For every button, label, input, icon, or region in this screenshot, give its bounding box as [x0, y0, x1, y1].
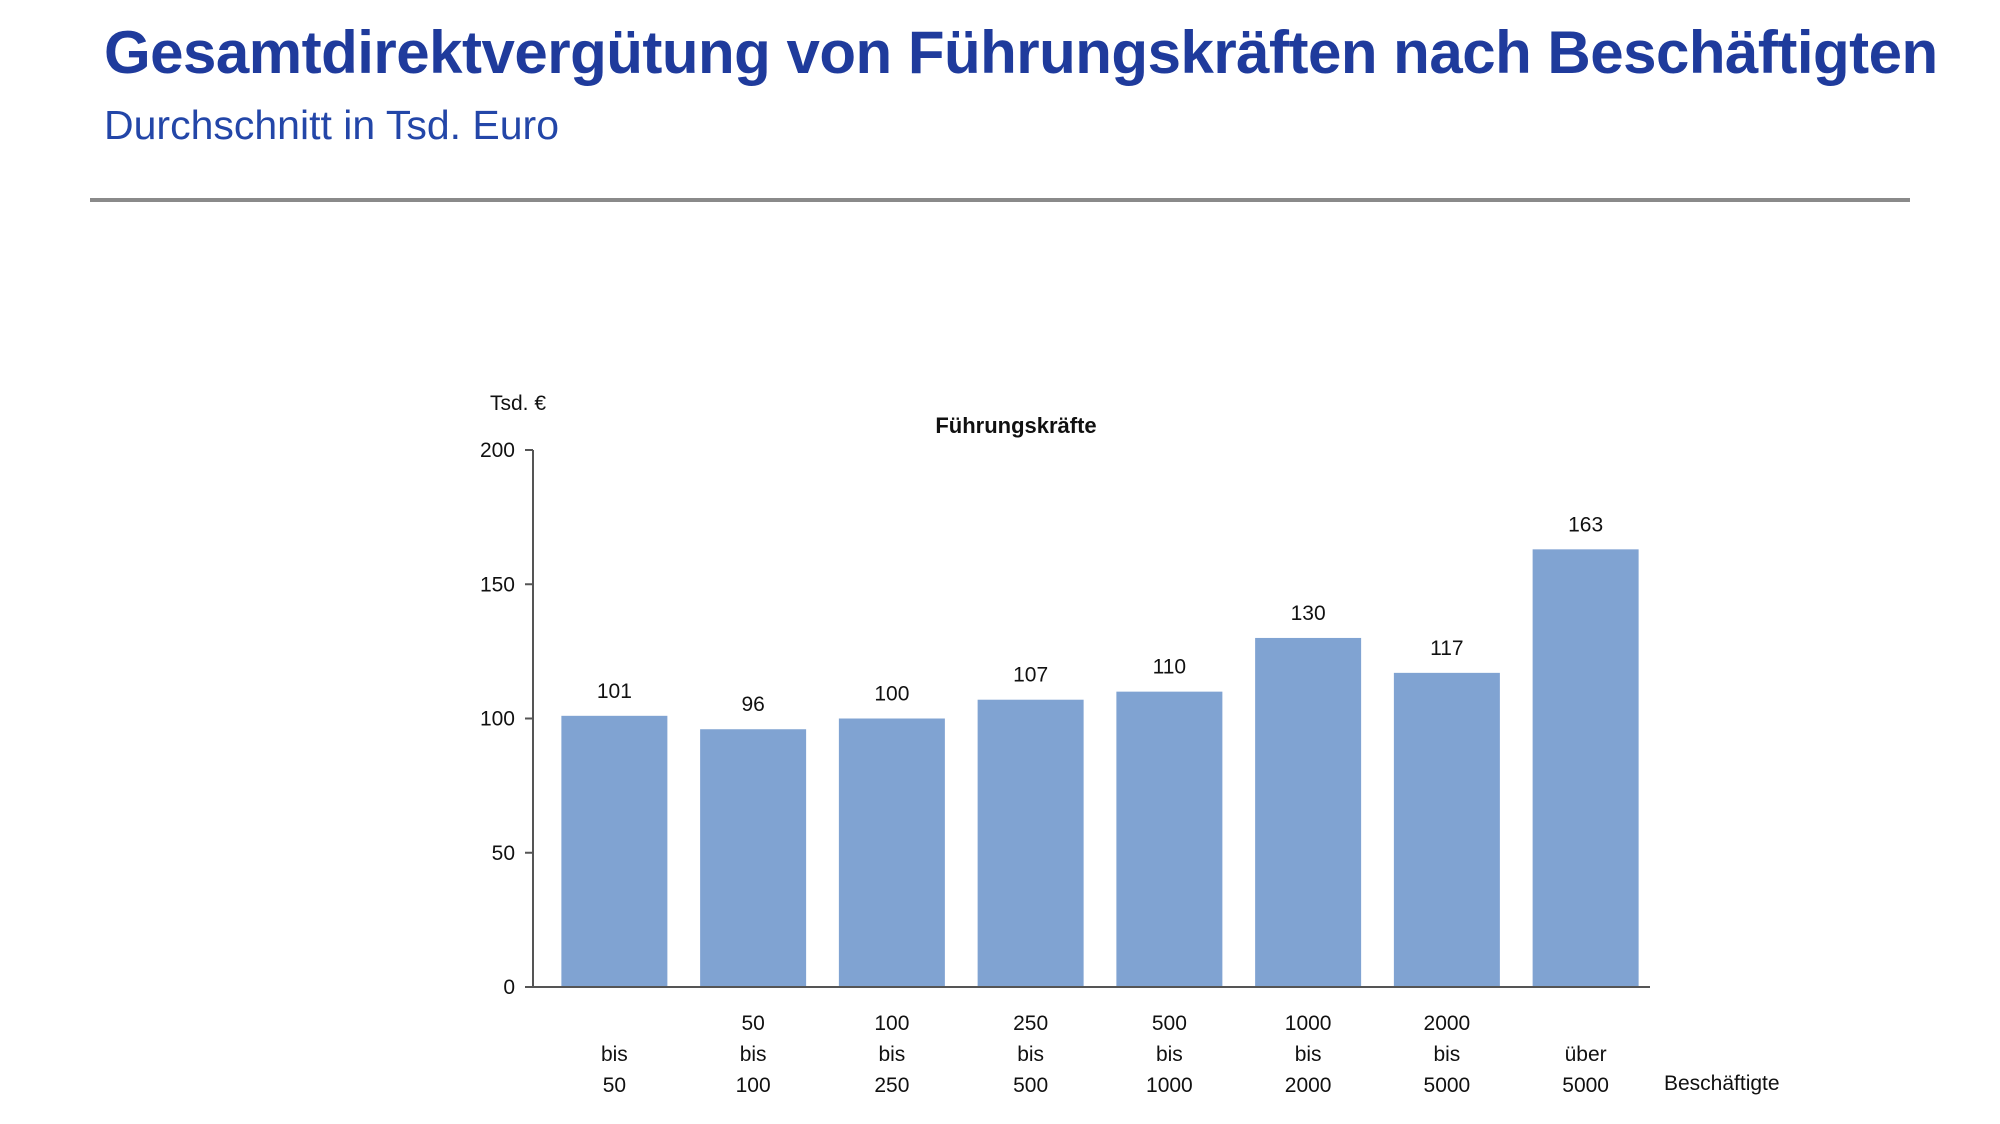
data-label: 107: [1013, 664, 1048, 687]
x-axis-label: Beschäftigte: [1664, 1072, 1780, 1095]
x-tick-label: über: [1565, 1043, 1607, 1066]
y-tick-label: 100: [480, 708, 515, 731]
x-tick-label: 5000: [1562, 1074, 1609, 1097]
x-tick-label: bis: [1156, 1043, 1183, 1066]
x-tick-label: bis: [1017, 1043, 1044, 1066]
chart-title: Führungskräfte: [935, 413, 1096, 438]
y-tick-label: 50: [492, 842, 515, 865]
bar: [700, 729, 807, 987]
bar: [561, 715, 668, 987]
bar: [1532, 549, 1639, 987]
x-tick-label: 100: [874, 1012, 909, 1035]
bar: [977, 699, 1084, 987]
x-tick-label: bis: [740, 1043, 767, 1066]
header-divider: [90, 198, 1910, 202]
x-tick-label: 100: [736, 1074, 771, 1097]
data-label: 163: [1568, 513, 1603, 536]
x-tick-label: 500: [1152, 1012, 1187, 1035]
x-tick-label: 5000: [1424, 1074, 1471, 1097]
bar: [1393, 672, 1500, 987]
data-label: 101: [597, 680, 632, 703]
x-tick-label: bis: [601, 1043, 628, 1066]
bar: [838, 718, 945, 987]
x-tick-label: 500: [1013, 1074, 1048, 1097]
page-title: Gesamtdirektvergütung von Führungskräfte…: [104, 19, 1938, 86]
x-tick-label: 1000: [1285, 1012, 1332, 1035]
x-tick-label: bis: [878, 1043, 905, 1066]
y-tick-label: 200: [480, 439, 515, 462]
y-tick-label: 150: [480, 573, 515, 596]
data-label: 100: [874, 683, 909, 706]
x-tick-label: 1000: [1146, 1074, 1193, 1097]
y-axis-label: Tsd. €: [490, 392, 546, 415]
x-tick-label: 50: [603, 1074, 626, 1097]
data-label: 96: [741, 693, 764, 716]
x-tick-label: 250: [874, 1074, 909, 1097]
x-tick-label: 50: [741, 1012, 764, 1035]
y-tick-label: 0: [503, 976, 515, 999]
page-subtitle: Durchschnitt in Tsd. Euro: [104, 102, 560, 148]
data-label: 130: [1291, 602, 1326, 625]
bar: [1116, 691, 1223, 987]
x-tick-label: bis: [1433, 1043, 1460, 1066]
bar: [1255, 637, 1362, 987]
x-tick-label: bis: [1295, 1043, 1322, 1066]
data-label: 110: [1153, 656, 1186, 679]
x-tick-label: 2000: [1285, 1074, 1332, 1097]
data-label: 117: [1430, 637, 1463, 660]
x-tick-label: 250: [1013, 1012, 1048, 1035]
x-tick-label: 2000: [1424, 1012, 1471, 1035]
